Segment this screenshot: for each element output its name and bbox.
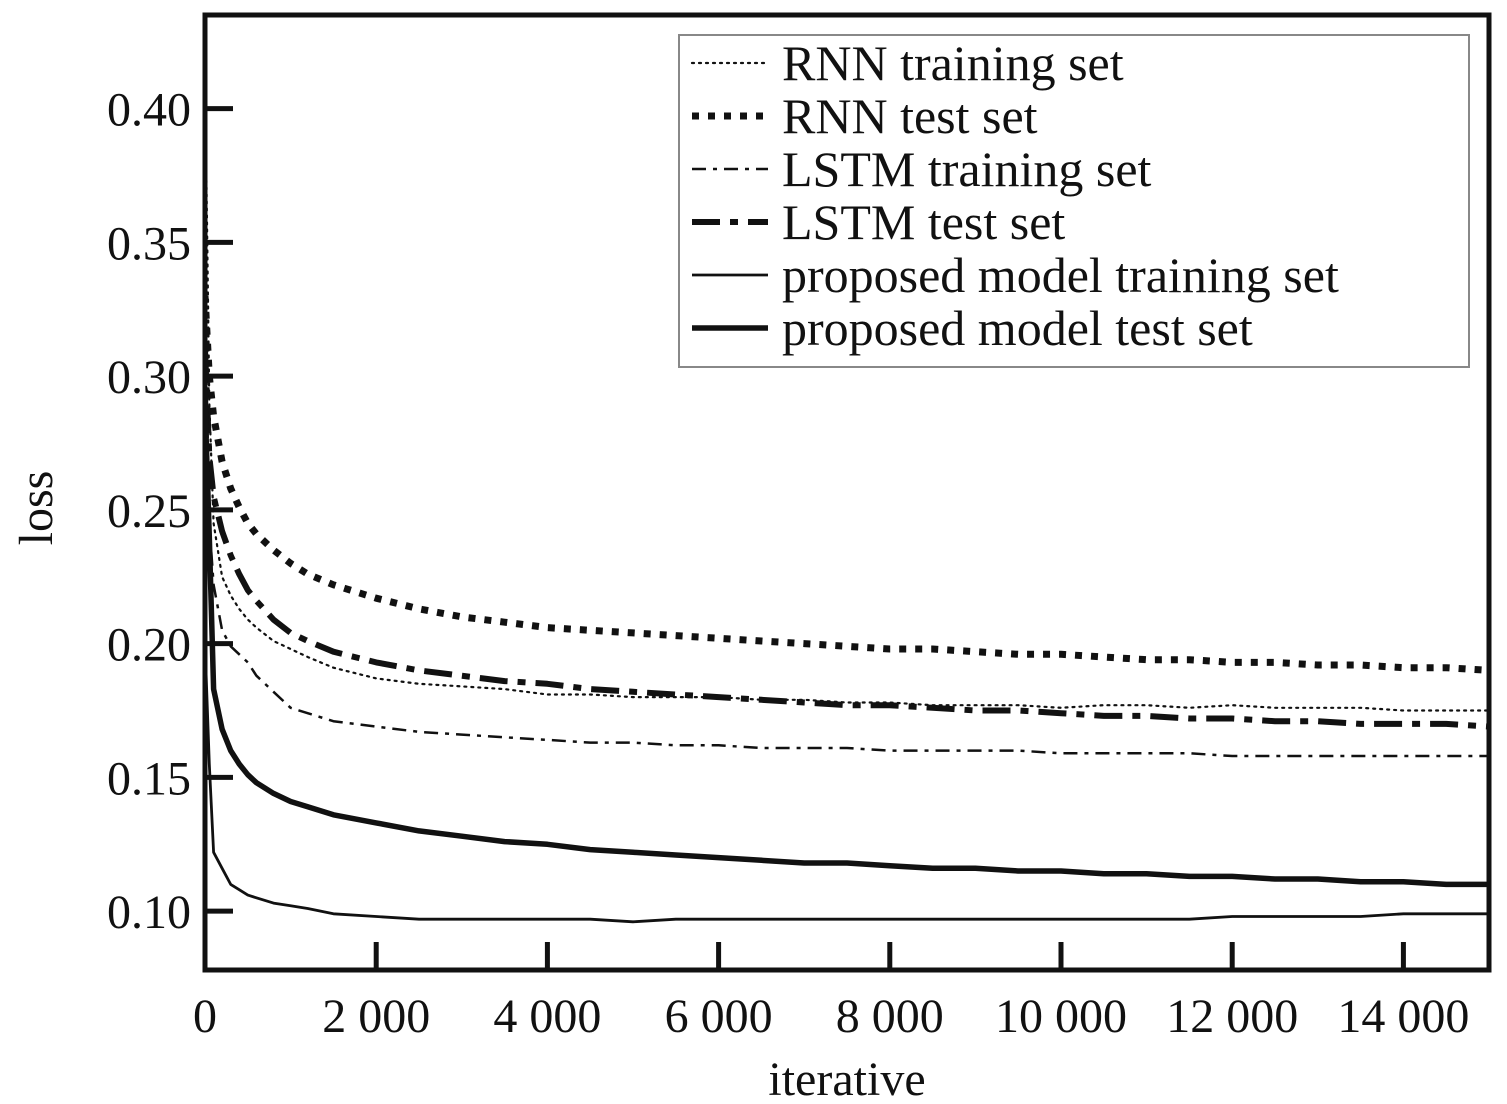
x-tick-label: 12 000 [1166, 990, 1298, 1043]
series-line-6 [205, 402, 1489, 888]
series-line-2 [205, 295, 1489, 674]
y-tick-label: 0.35 [107, 217, 191, 270]
x-tick-label: 4 000 [493, 990, 601, 1043]
x-tick-label: 8 000 [836, 990, 944, 1043]
legend-label-3: LSTM training set [782, 141, 1152, 197]
y-tick-label: 0.15 [107, 752, 191, 805]
x-tick-label: 6 000 [665, 990, 773, 1043]
x-tick-label: 10 000 [995, 990, 1127, 1043]
legend-label-6: proposed model test set [782, 300, 1253, 356]
series-line-1 [205, 67, 1489, 712]
series-line-5 [205, 643, 1489, 924]
series-layer [205, 67, 1489, 924]
y-tick-label: 0.40 [107, 84, 191, 137]
legend-box [678, 34, 1470, 368]
series-line-4 [205, 349, 1489, 730]
legend-label-5: proposed model training set [782, 247, 1339, 303]
x-tick-label: 2 000 [322, 990, 430, 1043]
y-tick-label: 0.25 [107, 485, 191, 538]
x-tick-label: 14 000 [1337, 990, 1469, 1043]
legend-label-1: RNN training set [782, 35, 1124, 91]
legend-label-4: LSTM test set [782, 194, 1065, 250]
y-tick-label: 0.30 [107, 351, 191, 404]
ticks-layer: 0.10 0.15 0.20 0.25 0.30 0.35 0.40 0 2 000 4 000 6… [107, 84, 1469, 1043]
y-tick-label: 0.10 [107, 886, 191, 939]
x-tick-label: 0 [193, 990, 217, 1043]
plot-frame [202, 12, 1492, 973]
y-axis-label: loss [10, 471, 63, 546]
x-axis-label: iterative [768, 1053, 925, 1104]
y-tick-label: 0.20 [107, 619, 191, 672]
legend-label-2: RNN test set [782, 88, 1038, 144]
